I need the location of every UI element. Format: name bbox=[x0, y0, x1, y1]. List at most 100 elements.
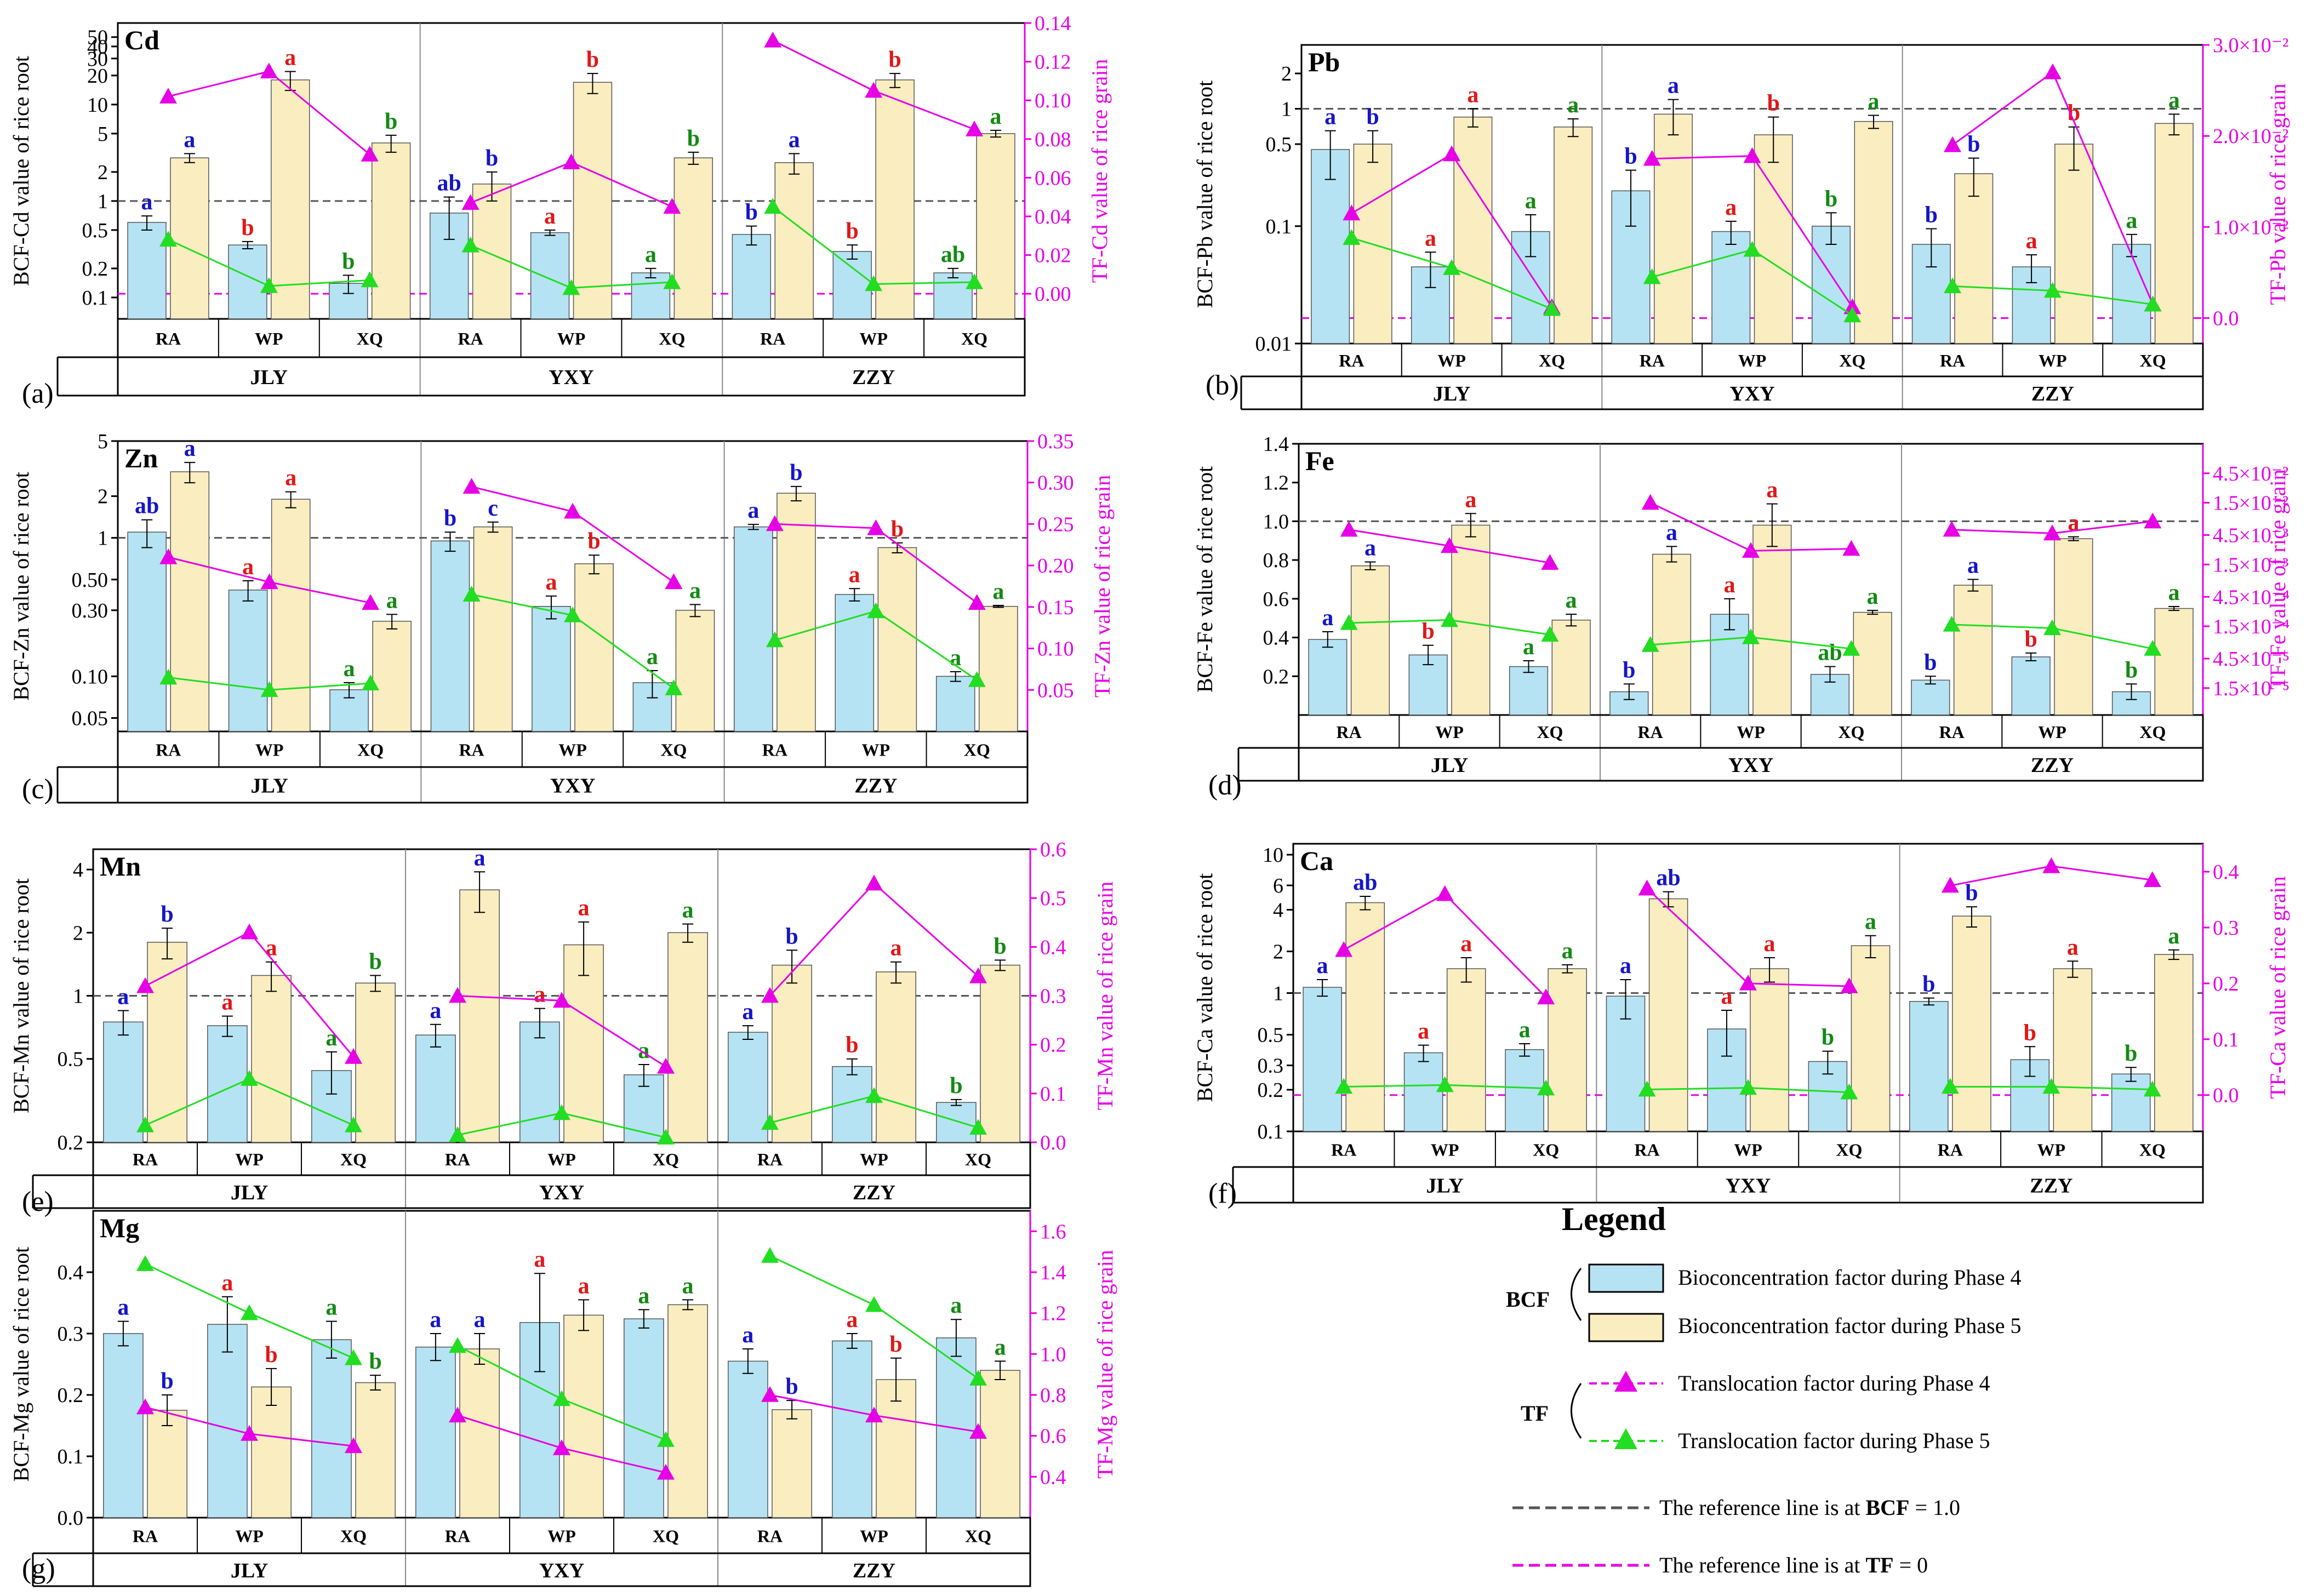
pb-ytick-label: 0.5 bbox=[1266, 133, 1292, 156]
zn-letter-phase5: b bbox=[587, 529, 600, 554]
ca-ytick-label: 4 bbox=[1273, 899, 1283, 922]
mn-letter-phase5: a bbox=[578, 896, 590, 921]
mg-tf-phase5-marker bbox=[241, 1304, 258, 1320]
mg-letter-phase4: a bbox=[430, 1307, 441, 1332]
mn-letter-phase5: a bbox=[682, 897, 694, 923]
mg-letter-phase5: a bbox=[578, 1273, 590, 1298]
mn-bar-phase4 bbox=[207, 1025, 248, 1143]
zn-bar-phase5 bbox=[574, 563, 614, 732]
pb-treatment-label: XQ bbox=[1839, 351, 1865, 370]
cd-treatment-label: XQ bbox=[659, 329, 685, 348]
mn-ytick-label: 1 bbox=[73, 985, 83, 1008]
ca-letter-phase5: ab bbox=[1353, 870, 1377, 895]
mg-tf-phase4-marker bbox=[657, 1463, 675, 1480]
zn-bar-phase4 bbox=[228, 590, 268, 732]
ca-ylabel: BCF-Ca value of rice root bbox=[1192, 873, 1217, 1102]
cd-letter-phase5: a bbox=[990, 104, 1001, 129]
mn-y2tick-label: 0.5 bbox=[1040, 887, 1066, 910]
ca-ytick-label: 0.1 bbox=[1258, 1120, 1284, 1143]
zn-bar-phase4 bbox=[127, 531, 167, 732]
mg-tf-phase4-marker bbox=[865, 1406, 883, 1423]
mg-bar-phase4 bbox=[415, 1346, 456, 1518]
zn-element-title: Zn bbox=[124, 443, 158, 473]
mn-letter-phase4: a bbox=[117, 985, 129, 1010]
cd-ytick-label: 0.1 bbox=[82, 287, 109, 310]
pb-letter-phase5: b bbox=[1967, 132, 1980, 157]
fe-treatment-label: WP bbox=[2038, 722, 2066, 742]
cd-letter-phase5: b bbox=[486, 146, 498, 171]
fe-element-title: Fe bbox=[1305, 445, 1334, 476]
pb-ylabel: BCF-Pb value of rice root bbox=[1192, 81, 1217, 308]
fe-bar-phase5 bbox=[2154, 608, 2194, 716]
ca-tf-phase5-marker bbox=[1840, 1083, 1858, 1100]
zn-y2label: TF-Zn value of rice grain bbox=[1090, 475, 1115, 698]
fe-bar-phase4 bbox=[2011, 656, 2051, 716]
legend-title: Legend bbox=[1562, 1201, 1666, 1237]
mn-letter-phase4: a bbox=[534, 982, 545, 1008]
fe-letter-phase5: a bbox=[1867, 584, 1879, 609]
mn-treatment-label: RA bbox=[445, 1149, 470, 1169]
mn-tf-phase4-marker bbox=[657, 1057, 675, 1074]
cd-y2tick-label: 0.06 bbox=[1035, 167, 1071, 190]
mn-ytick-label: 0.5 bbox=[58, 1048, 84, 1071]
ca-y2tick-label: 0.2 bbox=[2213, 973, 2239, 996]
fe-letter-phase4: a bbox=[1523, 634, 1534, 660]
pb-tf-phase4-marker bbox=[1443, 145, 1461, 162]
cd-bar-phase5 bbox=[875, 79, 915, 319]
fe-bar-phase5 bbox=[1451, 524, 1491, 716]
ca-tf-phase4-marker bbox=[1941, 877, 1959, 893]
zn-tf-phase5-marker bbox=[159, 668, 178, 685]
pb-tf-phase4-marker bbox=[1944, 136, 1962, 152]
fe-bar-phase5 bbox=[1953, 585, 1993, 716]
cd-tf-phase4-marker bbox=[260, 62, 278, 79]
mn-letter-phase5: a bbox=[266, 936, 277, 961]
pb-tf-phase5-marker bbox=[1343, 229, 1361, 245]
zn-bar-phase4 bbox=[430, 540, 470, 732]
cd-letter-phase5: a bbox=[789, 127, 800, 152]
ca-treatment-label: WP bbox=[1431, 1140, 1459, 1160]
ca-tf-phase4-marker bbox=[1436, 885, 1454, 901]
cd-tf-phase4-marker bbox=[764, 31, 782, 48]
mn-treatment-label: RA bbox=[757, 1149, 783, 1169]
fe-variety-label: ZZY bbox=[2031, 754, 2074, 777]
fe-y2tick-label: 4.5×10⁻² bbox=[2213, 462, 2288, 485]
fe-ytick-label: 0.2 bbox=[1263, 665, 1289, 688]
mn-y2tick-label: 0.2 bbox=[1040, 1034, 1066, 1057]
panel-ca-chart: 0.10.20.30.51246100.00.10.20.30.4BCF-Ca … bbox=[1192, 843, 2290, 1209]
cd-letter-phase5: b bbox=[586, 47, 599, 72]
zn-y2tick-label: 0.15 bbox=[1037, 596, 1074, 619]
fe-treatment-label: WP bbox=[1435, 722, 1464, 742]
ca-bar-phase4 bbox=[2111, 1073, 2151, 1132]
cd-ytick-label: 10 bbox=[87, 94, 108, 117]
cd-letter-phase4: b bbox=[241, 215, 254, 241]
pb-letter-phase5: b bbox=[1767, 91, 1780, 116]
cd-letter-phase5: b bbox=[888, 47, 901, 72]
cd-y2tick-label: 0.14 bbox=[1035, 12, 1071, 35]
zn-letter-phase5: a bbox=[386, 588, 398, 613]
mg-y2tick-label: 0.8 bbox=[1040, 1384, 1066, 1407]
zn-letter-phase5: b bbox=[790, 460, 802, 485]
ca-tf-phase4-marker bbox=[2042, 857, 2060, 873]
cd-treatment-label: WP bbox=[557, 329, 586, 348]
pb-y2tick-label: 3.0×10⁻² bbox=[2213, 34, 2288, 57]
ca-letter-phase4: a bbox=[1620, 953, 1631, 979]
cd-letter-phase5: a bbox=[184, 127, 195, 152]
zn-variety-label: ZZY bbox=[854, 775, 897, 798]
fe-letter-phase5: a bbox=[1465, 487, 1476, 512]
zn-treatment-label: WP bbox=[862, 740, 890, 760]
cd-bar-phase5 bbox=[472, 184, 512, 319]
ca-letter-phase5: a bbox=[1460, 931, 1472, 957]
pb-bar-phase5 bbox=[1554, 126, 1593, 344]
fe-y2tick-label: 4.5×10⁻³ bbox=[2213, 524, 2288, 547]
legend-bcf-ref-text: The reference line is at BCF = 1.0 bbox=[1659, 1495, 1960, 1520]
mn-letter-phase5: b bbox=[785, 924, 798, 949]
fe-bar-phase4 bbox=[1911, 679, 1950, 716]
fe-tf-phase4-marker bbox=[1641, 494, 1659, 510]
ca-letter-phase4: b bbox=[2024, 1020, 2036, 1045]
mn-element-title: Mn bbox=[100, 851, 141, 882]
pb-tf-phase4-marker bbox=[1743, 147, 1761, 163]
cd-letter-phase4: a bbox=[141, 190, 153, 215]
pb-treatment-label: RA bbox=[1640, 351, 1665, 370]
fe-letter-phase5: a bbox=[1766, 478, 1778, 503]
